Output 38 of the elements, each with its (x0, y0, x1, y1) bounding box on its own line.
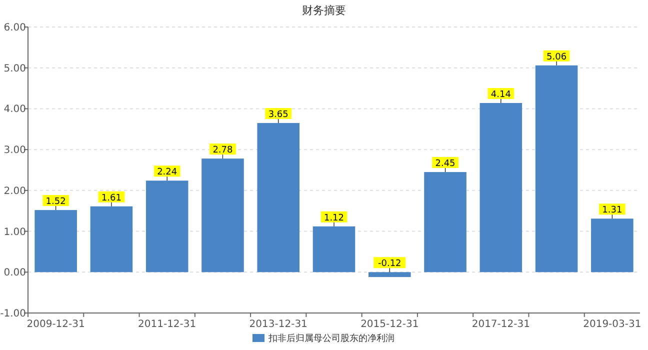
bar (146, 180, 188, 272)
y-tick-label: -1.00 (0, 308, 26, 320)
bar (480, 102, 522, 272)
data-label: 1.52 (46, 197, 66, 208)
y-tick-label: 5.00 (4, 63, 26, 74)
x-tick-label: 2009-12-31 (26, 319, 85, 330)
x-tick-label: 2011-12-31 (138, 319, 196, 330)
data-label: 1.12 (324, 213, 344, 224)
data-label: -0.12 (378, 259, 402, 270)
bar (535, 65, 578, 272)
y-tick-label: 2.00 (4, 186, 26, 197)
y-tick-label: 3.00 (4, 145, 26, 156)
y-tick-label: 6.00 (4, 22, 26, 34)
legend-label: 扣非后归属母公司股东的净利润 (268, 333, 394, 344)
chart-title: 财务摘要 (302, 4, 346, 17)
data-label: 1.31 (602, 206, 622, 216)
x-tick-label: 2019-03-31 (583, 319, 642, 330)
data-label: 1.61 (101, 193, 122, 204)
x-tick-label: 2017-12-31 (472, 319, 530, 330)
bar (591, 218, 634, 272)
data-label: 4.14 (490, 90, 512, 100)
bar (312, 226, 356, 272)
x-tick-label: 2013-12-31 (249, 319, 308, 330)
y-tick-label: 4.00 (4, 104, 26, 116)
bar (34, 210, 77, 272)
data-label: 2.78 (212, 146, 234, 156)
bar (424, 172, 466, 272)
data-label: 5.06 (546, 52, 567, 62)
bar (90, 206, 133, 272)
y-tick-label: 1.00 (4, 226, 26, 238)
data-label: 2.24 (157, 168, 178, 178)
bar (368, 272, 411, 278)
x-tick-label: 2015-12-31 (360, 319, 419, 330)
data-label: 3.65 (268, 110, 288, 120)
y-tick-label: 0.00 (4, 268, 26, 279)
bar (257, 123, 300, 272)
data-label: 2.45 (435, 159, 456, 170)
bar (202, 158, 244, 272)
